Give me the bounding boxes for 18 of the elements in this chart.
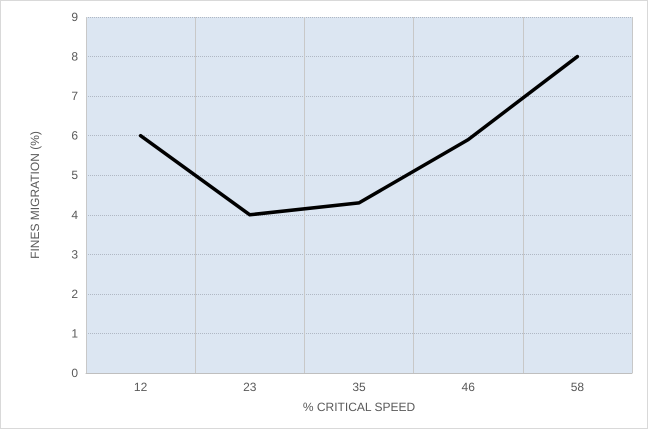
- x-axis-title: % CRITICAL SPEED: [302, 400, 416, 414]
- y-tick-label: 0: [71, 366, 78, 380]
- x-tick-label: 46: [462, 380, 476, 394]
- y-tick-label: 9: [71, 10, 78, 24]
- y-tick-label: 7: [71, 89, 78, 104]
- y-tick-label: 5: [71, 168, 78, 182]
- y-axis-title: FINES MIGRATION (%): [28, 131, 42, 259]
- x-tick-label: 35: [352, 380, 366, 394]
- y-tick-label: 8: [71, 50, 78, 64]
- x-tick-label: 23: [243, 380, 257, 394]
- line-series: [138, 54, 580, 217]
- y-tick-label: 4: [71, 208, 78, 222]
- y-tick-label: 1: [71, 326, 78, 340]
- y-tick-label: 3: [71, 247, 78, 262]
- y-tick-label: 2: [71, 286, 78, 301]
- y-tick-label: 6: [71, 128, 78, 143]
- x-tick-label: 12: [134, 380, 148, 394]
- x-tick-label: 58: [570, 380, 584, 394]
